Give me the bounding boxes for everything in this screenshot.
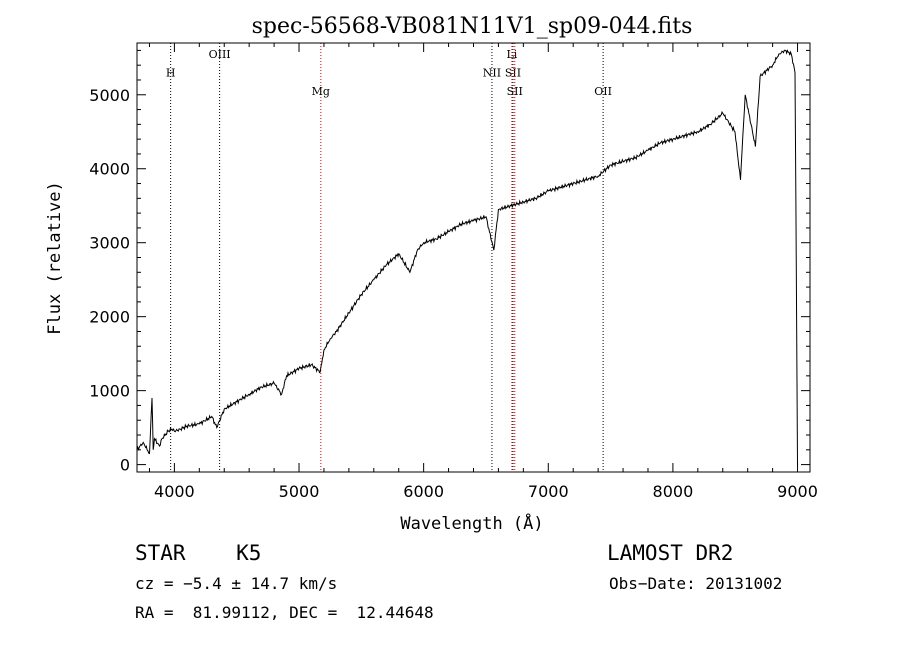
redshift-velocity: cz = −5.4 ± 14.7 km/s xyxy=(135,574,338,593)
spectral-line-label: OII xyxy=(594,85,612,98)
x-tick-label: 8000 xyxy=(653,482,694,501)
spectrum-series-line xyxy=(136,49,798,465)
spectral-line-label: NII xyxy=(483,66,501,79)
y-axis-label: Flux (relative) xyxy=(45,181,65,335)
y-tick-label: 5000 xyxy=(89,86,130,105)
y-tick-label: 3000 xyxy=(89,234,130,253)
x-tick-label: 7000 xyxy=(528,482,569,501)
spectral-line-label: Li xyxy=(506,48,517,61)
spectral-line-label: H xyxy=(166,66,176,79)
coordinates: RA = 81.99112, DEC = 12.44648 xyxy=(135,603,434,622)
chart-title: spec-56568-VB081N11V1_sp09-044.fits xyxy=(252,14,693,39)
y-tick-label: 2000 xyxy=(89,308,130,327)
y-tick-label: 4000 xyxy=(89,160,130,179)
y-tick-label: 1000 xyxy=(89,382,130,401)
spectral-line-label: SII xyxy=(505,66,521,79)
observation-date: Obs−Date: 20131002 xyxy=(609,574,783,593)
x-tick-label: 9000 xyxy=(777,482,818,501)
x-tick-label: 6000 xyxy=(403,482,444,501)
spectral-line-label: OIII xyxy=(209,48,231,61)
x-tick-label: 5000 xyxy=(279,482,320,501)
survey-name: LAMOST DR2 xyxy=(607,541,734,565)
spectral-line-label: Mg xyxy=(312,85,330,98)
x-tick-label: 4000 xyxy=(154,482,195,501)
object-type: STAR K5 xyxy=(135,541,262,565)
x-axis-label: Wavelength (Å) xyxy=(400,512,543,534)
plot-frame xyxy=(136,42,811,473)
y-tick-label: 0 xyxy=(120,456,130,475)
spectral-line-label: SII xyxy=(507,85,523,98)
